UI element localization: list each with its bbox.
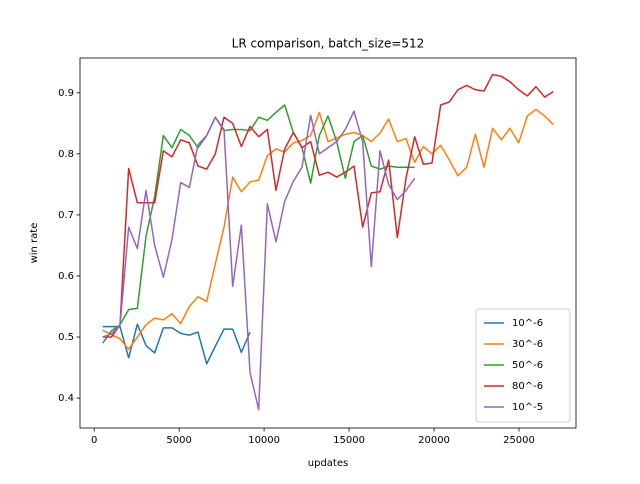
plot-frame xyxy=(79,57,577,429)
series-line xyxy=(102,108,554,350)
x-tick-label: 5000 xyxy=(166,435,191,446)
x-tick-label: 15000 xyxy=(333,435,365,446)
legend-label: 80^-6 xyxy=(512,381,543,392)
y-axis-label: win rate xyxy=(29,223,40,264)
x-axis-label: updates xyxy=(308,458,348,469)
y-tick-label: 0.8 xyxy=(58,149,74,160)
y-tick-label: 0.5 xyxy=(58,332,74,343)
series-line xyxy=(102,110,416,411)
y-tick-label: 0.7 xyxy=(58,210,74,221)
legend-label: 30^-6 xyxy=(512,339,543,350)
legend: 10^-6 30^-6 50^-6 80^-6 10^-5 xyxy=(475,308,571,423)
x-tick-label: 0 xyxy=(91,435,97,446)
y-tick-label: 0.4 xyxy=(58,393,74,404)
y-tick-label: 0.6 xyxy=(58,271,74,282)
legend-label: 10^-6 xyxy=(512,318,543,329)
x-tick-label: 25000 xyxy=(503,435,535,446)
series-line xyxy=(102,73,554,338)
legend-label: 10^-5 xyxy=(512,402,543,413)
series-line xyxy=(102,104,415,344)
legend-box xyxy=(475,308,571,423)
x-tick-label: 10000 xyxy=(248,435,280,446)
legend-label: 50^-6 xyxy=(512,360,543,371)
series-line xyxy=(102,323,251,365)
x-tick-label: 20000 xyxy=(418,435,450,446)
chart-title: LR comparison, batch_size=512 xyxy=(232,37,425,51)
y-tick-label: 0.9 xyxy=(58,88,74,99)
